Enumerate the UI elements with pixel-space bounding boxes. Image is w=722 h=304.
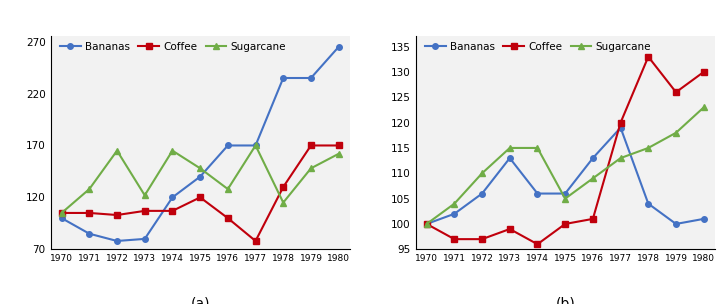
Bananas: [644, 202, 653, 206]
Coffee: [140, 209, 149, 213]
Bananas: [478, 192, 487, 195]
Sugarcane: [85, 187, 94, 191]
Sugarcane: [617, 156, 625, 160]
Sugarcane: [57, 211, 66, 215]
Bananas: [279, 76, 287, 80]
Bananas: [140, 237, 149, 241]
Sugarcane: [533, 146, 542, 150]
Bananas: [422, 222, 431, 226]
Coffee: [671, 90, 680, 94]
Coffee: [85, 211, 94, 215]
Coffee: [168, 209, 177, 213]
Text: (a): (a): [191, 296, 210, 304]
Coffee: [533, 242, 542, 246]
Bananas: [505, 156, 514, 160]
Sugarcane: [224, 187, 232, 191]
Bananas: [85, 232, 94, 236]
Coffee: [505, 227, 514, 231]
Line: Bananas: Bananas: [424, 125, 706, 227]
Sugarcane: [113, 149, 121, 153]
Sugarcane: [588, 177, 597, 180]
Coffee: [644, 55, 653, 59]
Legend: Bananas, Coffee, Sugarcane: Bananas, Coffee, Sugarcane: [421, 37, 656, 56]
Coffee: [561, 222, 570, 226]
Bananas: [334, 45, 343, 49]
Bananas: [196, 175, 204, 178]
Bananas: [57, 216, 66, 220]
Coffee: [478, 237, 487, 241]
Bananas: [533, 192, 542, 195]
Bananas: [617, 126, 625, 130]
Line: Coffee: Coffee: [59, 143, 342, 244]
Sugarcane: [168, 149, 177, 153]
Sugarcane: [251, 144, 260, 147]
Sugarcane: [561, 197, 570, 200]
Sugarcane: [307, 167, 316, 170]
Coffee: [224, 216, 232, 220]
Bananas: [251, 144, 260, 147]
Text: (b): (b): [555, 296, 575, 304]
Legend: Bananas, Coffee, Sugarcane: Bananas, Coffee, Sugarcane: [56, 37, 290, 56]
Line: Bananas: Bananas: [59, 44, 342, 244]
Sugarcane: [450, 202, 458, 206]
Line: Coffee: Coffee: [424, 54, 706, 247]
Coffee: [251, 239, 260, 243]
Bananas: [450, 212, 458, 216]
Sugarcane: [196, 167, 204, 170]
Line: Sugarcane: Sugarcane: [424, 105, 706, 227]
Coffee: [113, 213, 121, 217]
Bananas: [168, 195, 177, 199]
Bananas: [588, 156, 597, 160]
Coffee: [279, 185, 287, 189]
Coffee: [588, 217, 597, 221]
Sugarcane: [644, 146, 653, 150]
Bananas: [671, 222, 680, 226]
Coffee: [196, 195, 204, 199]
Coffee: [307, 144, 316, 147]
Sugarcane: [478, 171, 487, 175]
Sugarcane: [700, 105, 708, 109]
Bananas: [113, 239, 121, 243]
Sugarcane: [279, 201, 287, 204]
Bananas: [700, 217, 708, 221]
Sugarcane: [505, 146, 514, 150]
Sugarcane: [671, 131, 680, 135]
Coffee: [700, 70, 708, 74]
Coffee: [57, 211, 66, 215]
Coffee: [617, 121, 625, 124]
Sugarcane: [140, 193, 149, 197]
Coffee: [450, 237, 458, 241]
Line: Sugarcane: Sugarcane: [59, 143, 342, 216]
Coffee: [422, 222, 431, 226]
Sugarcane: [334, 152, 343, 156]
Bananas: [307, 76, 316, 80]
Coffee: [334, 144, 343, 147]
Bananas: [224, 144, 232, 147]
Sugarcane: [422, 222, 431, 226]
Bananas: [561, 192, 570, 195]
